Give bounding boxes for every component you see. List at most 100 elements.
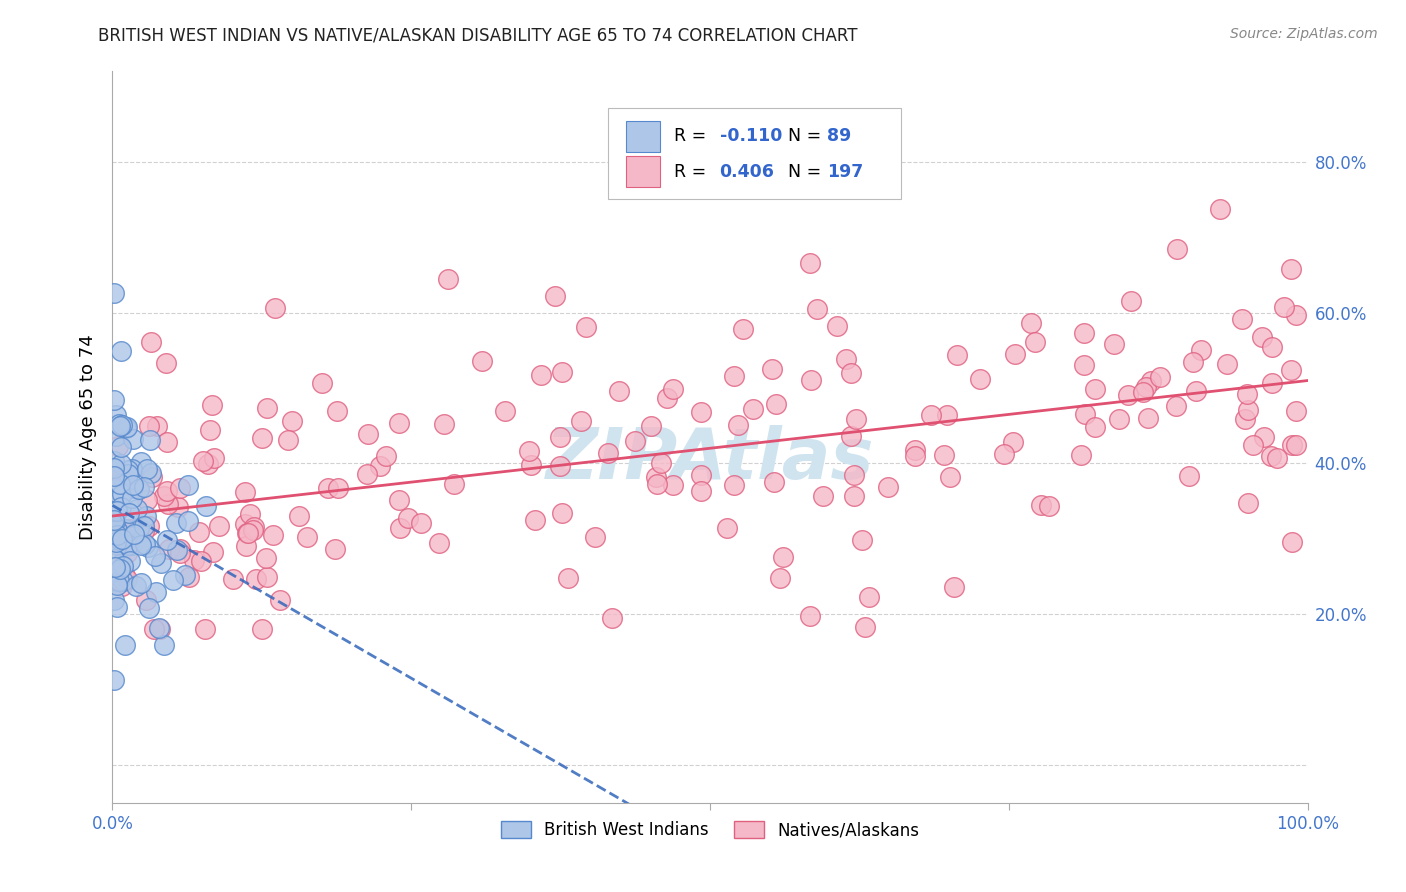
Point: [690, 484, 713, 499]
Point: [323, 542, 346, 557]
Point: [269, 593, 291, 607]
FancyBboxPatch shape: [627, 156, 659, 187]
Point: [550, 430, 572, 444]
Point: [156, 483, 179, 498]
Point: [1281, 535, 1303, 549]
Point: [356, 467, 378, 482]
Text: ZIPAtlas: ZIPAtlas: [546, 425, 875, 493]
Point: [1139, 375, 1161, 389]
Point: [198, 423, 221, 437]
Point: [166, 500, 188, 514]
Point: [235, 539, 257, 553]
Point: [135, 593, 157, 607]
Point: [569, 414, 592, 428]
Point: [139, 434, 162, 448]
Point: [765, 397, 787, 411]
Point: [208, 519, 231, 533]
Point: [517, 444, 540, 458]
Point: [825, 318, 848, 333]
Point: [145, 585, 167, 599]
Point: [110, 440, 132, 454]
Point: [388, 416, 411, 430]
Point: [548, 458, 571, 473]
Point: [103, 526, 125, 541]
Point: [238, 507, 260, 521]
Point: [183, 553, 205, 567]
Point: [115, 420, 138, 434]
Point: [716, 521, 738, 535]
Point: [1038, 499, 1060, 513]
Point: [645, 476, 668, 491]
Point: [250, 431, 273, 445]
Point: [529, 368, 551, 383]
Point: [723, 478, 745, 492]
Point: [177, 477, 200, 491]
Point: [842, 489, 865, 503]
Point: [1024, 335, 1046, 350]
Point: [1004, 347, 1026, 361]
Point: [108, 533, 131, 548]
Point: [169, 541, 191, 556]
Point: [108, 562, 131, 576]
Point: [124, 527, 146, 541]
Point: [104, 564, 127, 578]
Point: [188, 524, 211, 539]
Point: [197, 457, 219, 471]
Point: [149, 623, 172, 637]
Point: [1233, 412, 1256, 426]
Point: [236, 526, 259, 541]
Point: [111, 579, 134, 593]
Point: [121, 481, 143, 495]
Point: [165, 516, 187, 530]
Point: [624, 434, 647, 449]
Point: [105, 408, 128, 422]
Point: [104, 514, 127, 528]
Point: [156, 533, 179, 548]
Point: [115, 546, 138, 560]
Point: [110, 477, 132, 491]
Point: [103, 503, 125, 517]
Point: [107, 439, 129, 453]
Point: [295, 530, 318, 544]
Point: [121, 462, 143, 476]
Point: [1184, 384, 1206, 399]
Point: [256, 570, 278, 584]
Point: [169, 546, 191, 560]
Point: [153, 638, 176, 652]
Point: [149, 556, 172, 570]
Point: [834, 351, 856, 366]
Point: [103, 673, 125, 687]
Point: [129, 576, 152, 591]
Point: [396, 510, 419, 524]
Point: [104, 560, 127, 574]
Point: [245, 572, 267, 586]
Point: [235, 516, 257, 531]
Point: [238, 525, 260, 540]
Point: [551, 506, 574, 520]
Point: [134, 519, 156, 533]
Point: [1281, 438, 1303, 452]
Text: 197: 197: [827, 162, 863, 180]
Point: [103, 453, 125, 467]
Point: [110, 343, 132, 358]
Point: [114, 522, 136, 536]
Point: [104, 535, 127, 549]
Point: [122, 478, 145, 492]
Text: 0.406: 0.406: [720, 162, 775, 180]
Point: [733, 321, 755, 335]
Point: [326, 481, 349, 495]
Point: [111, 487, 134, 501]
Point: [103, 516, 125, 531]
Point: [661, 478, 683, 492]
Point: [799, 609, 821, 624]
Point: [132, 524, 155, 538]
Point: [103, 552, 125, 566]
Point: [1237, 496, 1260, 510]
Point: [1260, 340, 1282, 354]
Point: [111, 574, 134, 588]
Point: [174, 568, 197, 582]
Point: [136, 462, 159, 476]
Point: [1260, 376, 1282, 391]
Point: [194, 623, 217, 637]
Point: [201, 398, 224, 412]
